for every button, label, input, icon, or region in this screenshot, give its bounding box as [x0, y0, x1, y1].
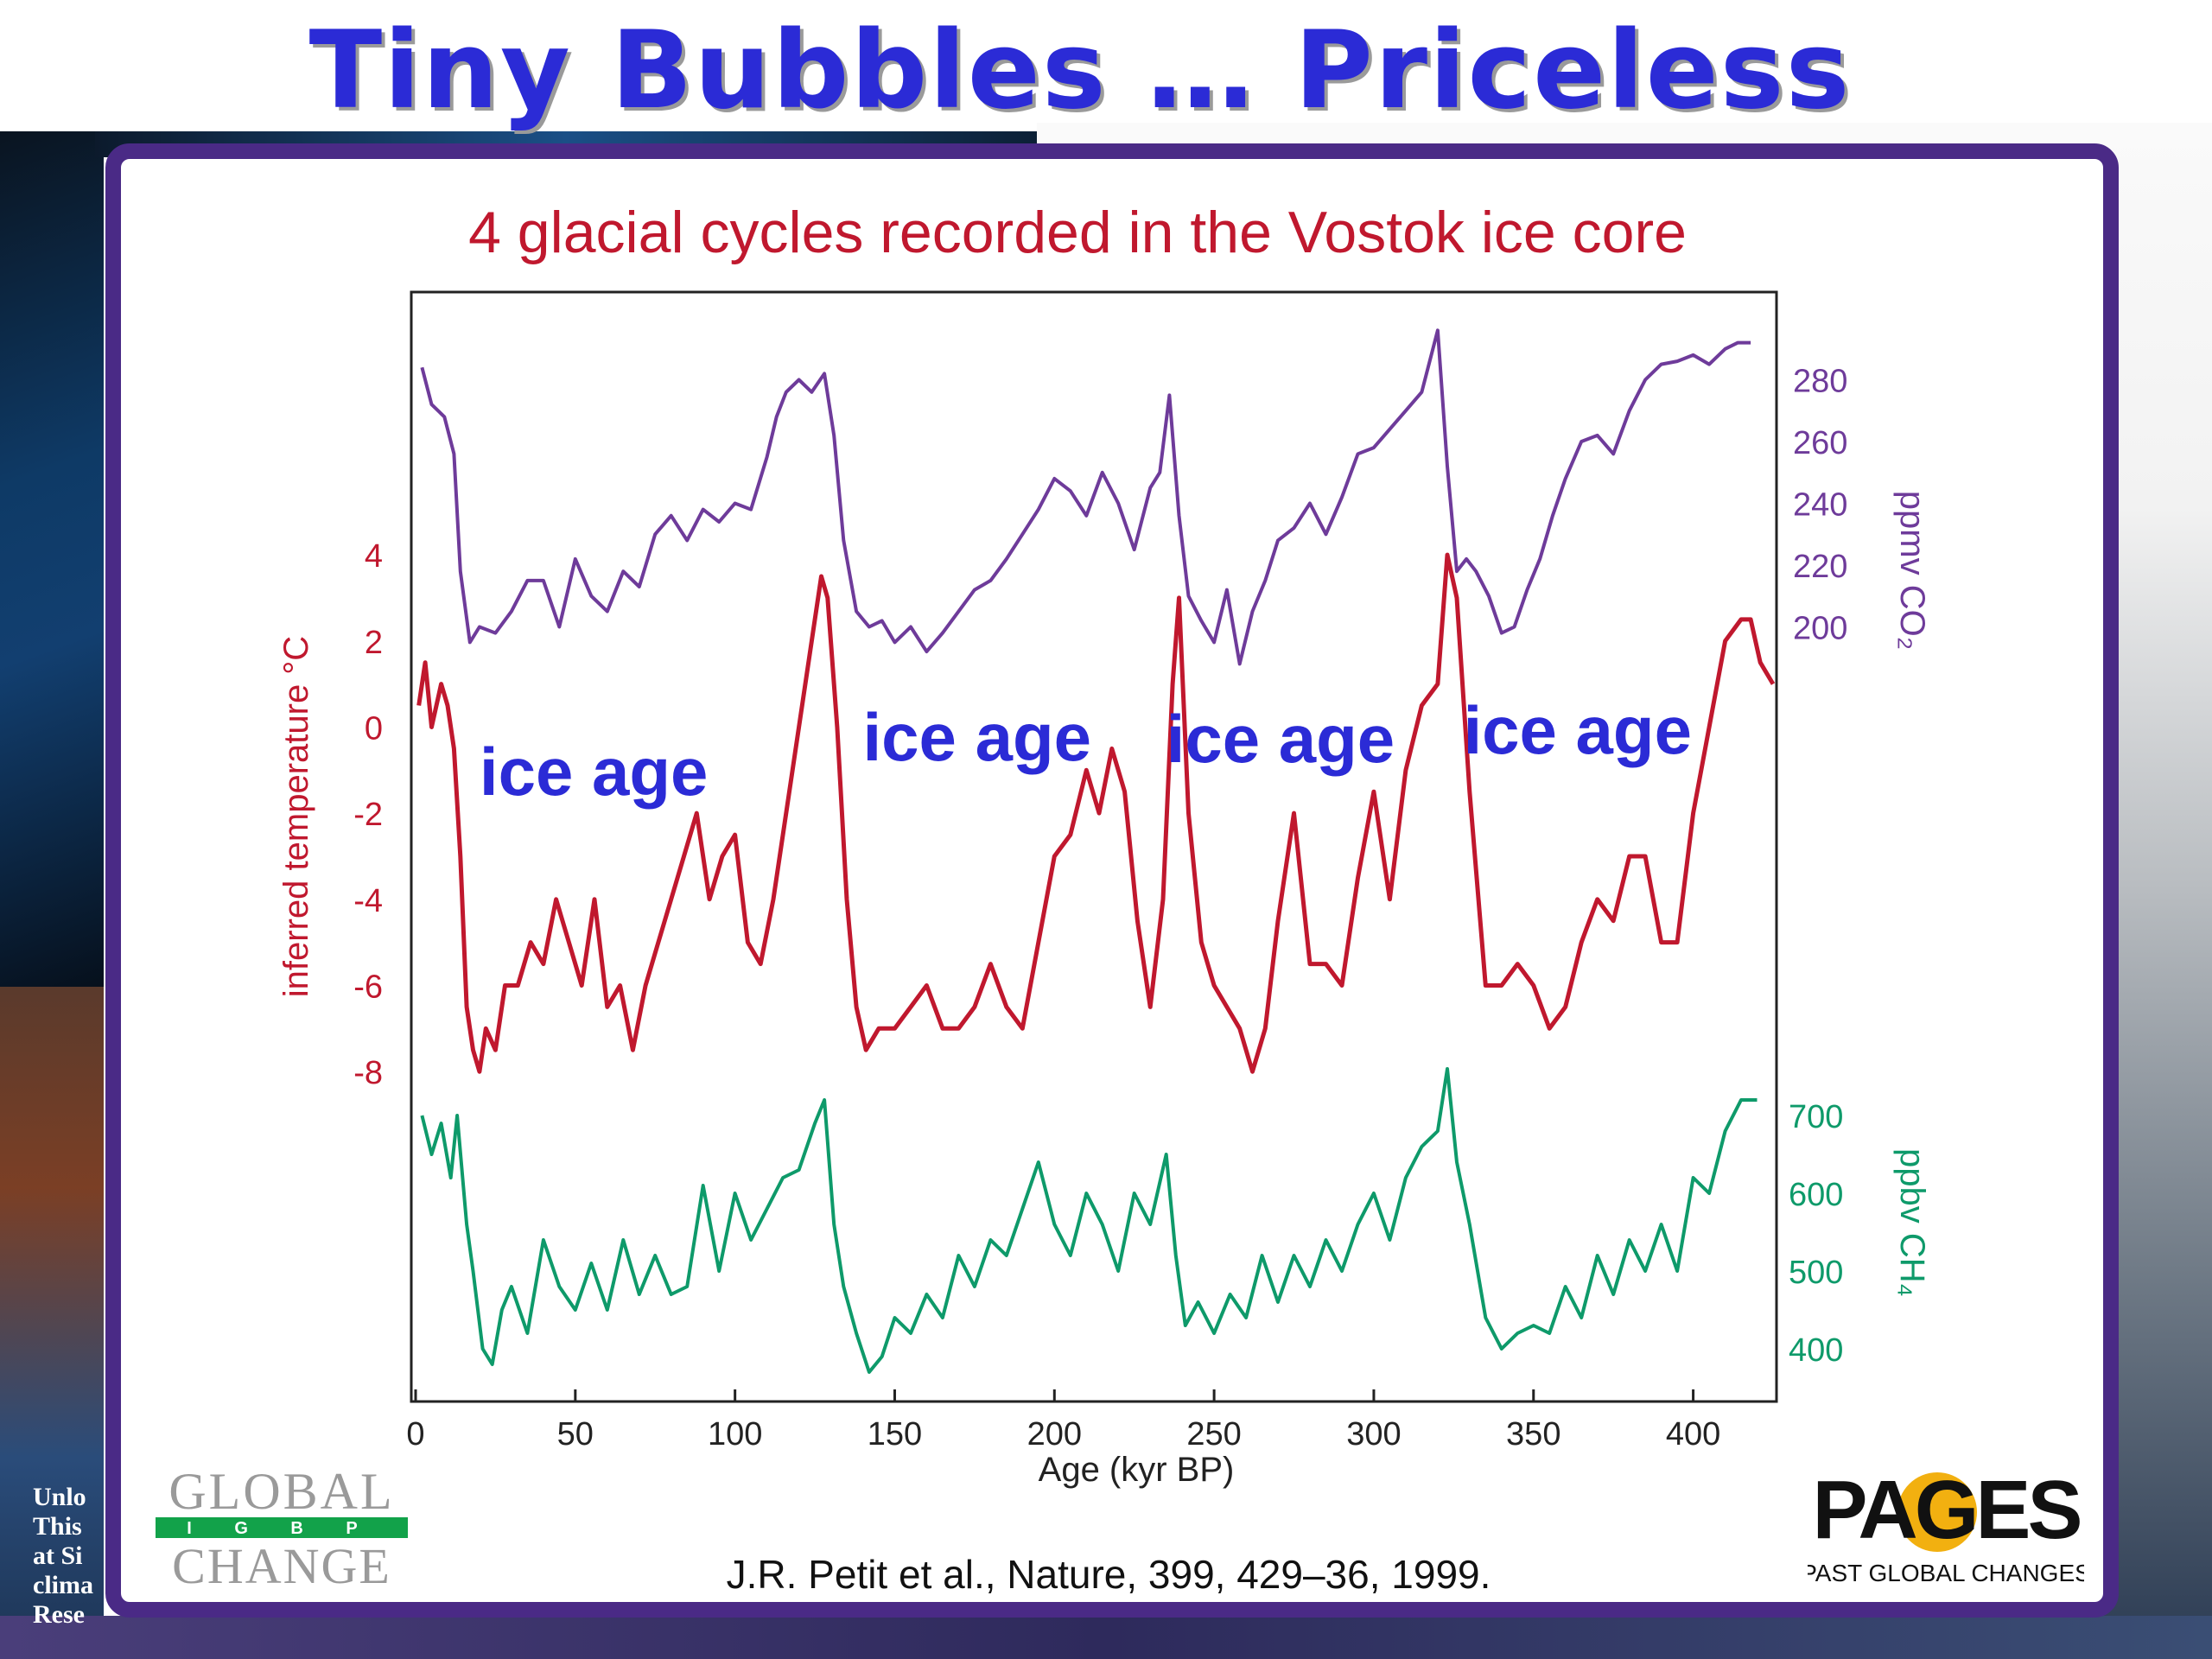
temperature-tick-label: 2	[365, 625, 383, 661]
ch4-tick-label: 400	[1789, 1332, 1843, 1369]
logo-global-line2: CHANGE	[172, 1538, 391, 1592]
caption-line: This	[33, 1512, 82, 1541]
ice-age-annotation: ice age	[1166, 701, 1395, 777]
temperature-tick-label: 0	[365, 710, 383, 747]
citation: J.R. Petit et al., Nature, 399, 429–36, …	[727, 1552, 1491, 1597]
x-tick-label: 100	[708, 1416, 762, 1452]
ch4-series-line	[420, 1067, 1758, 1374]
logo-global-band	[156, 1517, 408, 1538]
x-tick-label: 250	[1186, 1416, 1241, 1452]
temperature-axis-label: inferred temperature °C	[277, 636, 315, 997]
x-tick-label: 50	[557, 1416, 594, 1452]
caption-line: Unlo	[33, 1483, 86, 1511]
temperature-tick-label: -6	[353, 969, 383, 1005]
co2-axis-label: ppmv CO₂	[1893, 491, 1931, 650]
ice-age-annotation: ice age	[480, 734, 709, 810]
co2-tick-label: 200	[1793, 611, 1847, 647]
temperature-tick-label: -2	[353, 797, 383, 833]
co2-tick-label: 240	[1793, 487, 1847, 524]
background-photo-bottom	[0, 1616, 2212, 1659]
slide-title: Tiny Bubbles … Priceless	[308, 9, 1852, 133]
temperature-tick-label: 4	[365, 538, 383, 575]
chart-title: 4 glacial cycles recorded in the Vostok …	[468, 200, 1687, 265]
caption-line: Rese	[33, 1600, 85, 1629]
logo-global-line1: GLOBAL	[168, 1463, 394, 1520]
temperature-tick-label: -4	[353, 883, 383, 919]
x-tick-label: 350	[1506, 1416, 1560, 1452]
annotation-layer: ice age ice age ice age ice age	[480, 692, 1692, 810]
axis-ticks: 0 50 100 150 200 250 300 350 400200220240260280p…	[277, 364, 1931, 1453]
background-photo-top-left	[0, 131, 104, 987]
logo-pages-word: PAGES	[1813, 1464, 2081, 1556]
ch4-tick-label: 500	[1789, 1255, 1843, 1291]
global-change-logo: GLOBAL I G B P CHANGE	[156, 1463, 408, 1592]
ice-age-annotation: ice age	[1463, 692, 1692, 768]
background-caption: Unlo This at Si clima Rese	[33, 1483, 102, 1630]
logo-global-band-text: I G B P	[187, 1519, 377, 1538]
x-axis-label: Age (kyr BP)	[1039, 1451, 1235, 1489]
series-layer	[416, 328, 1776, 1374]
ice-age-annotation: ice age	[863, 699, 1092, 775]
temperature-series-line	[416, 552, 1776, 1074]
caption-line: clima	[33, 1571, 93, 1599]
figure-panel	[105, 143, 2119, 1618]
co2-tick-label: 220	[1793, 549, 1847, 585]
pages-logo: PAGES PAST GLOBAL CHANGES	[1808, 1464, 2084, 1586]
x-tick-label: 400	[1666, 1416, 1720, 1452]
co2-tick-label: 280	[1793, 364, 1847, 400]
plot-frame	[410, 290, 1778, 1403]
co2-series-line	[420, 328, 1751, 666]
ch4-tick-label: 700	[1789, 1099, 1843, 1135]
x-tick-label: 150	[868, 1416, 922, 1452]
ch4-tick-label: 600	[1789, 1177, 1843, 1213]
x-tick-label: 300	[1346, 1416, 1401, 1452]
x-tick-label: 0	[406, 1416, 424, 1452]
logo-pages-tagline: PAST GLOBAL CHANGES	[1808, 1560, 2084, 1586]
ch4-axis-label: ppbv CH₄	[1893, 1148, 1931, 1297]
caption-line: at Si	[33, 1541, 83, 1570]
temperature-tick-label: -8	[353, 1055, 383, 1091]
co2-tick-label: 260	[1793, 425, 1847, 461]
background-photo-bottom-left	[0, 987, 104, 1659]
x-tick-label: 200	[1027, 1416, 1082, 1452]
pages-sun-icon	[1897, 1472, 1977, 1552]
